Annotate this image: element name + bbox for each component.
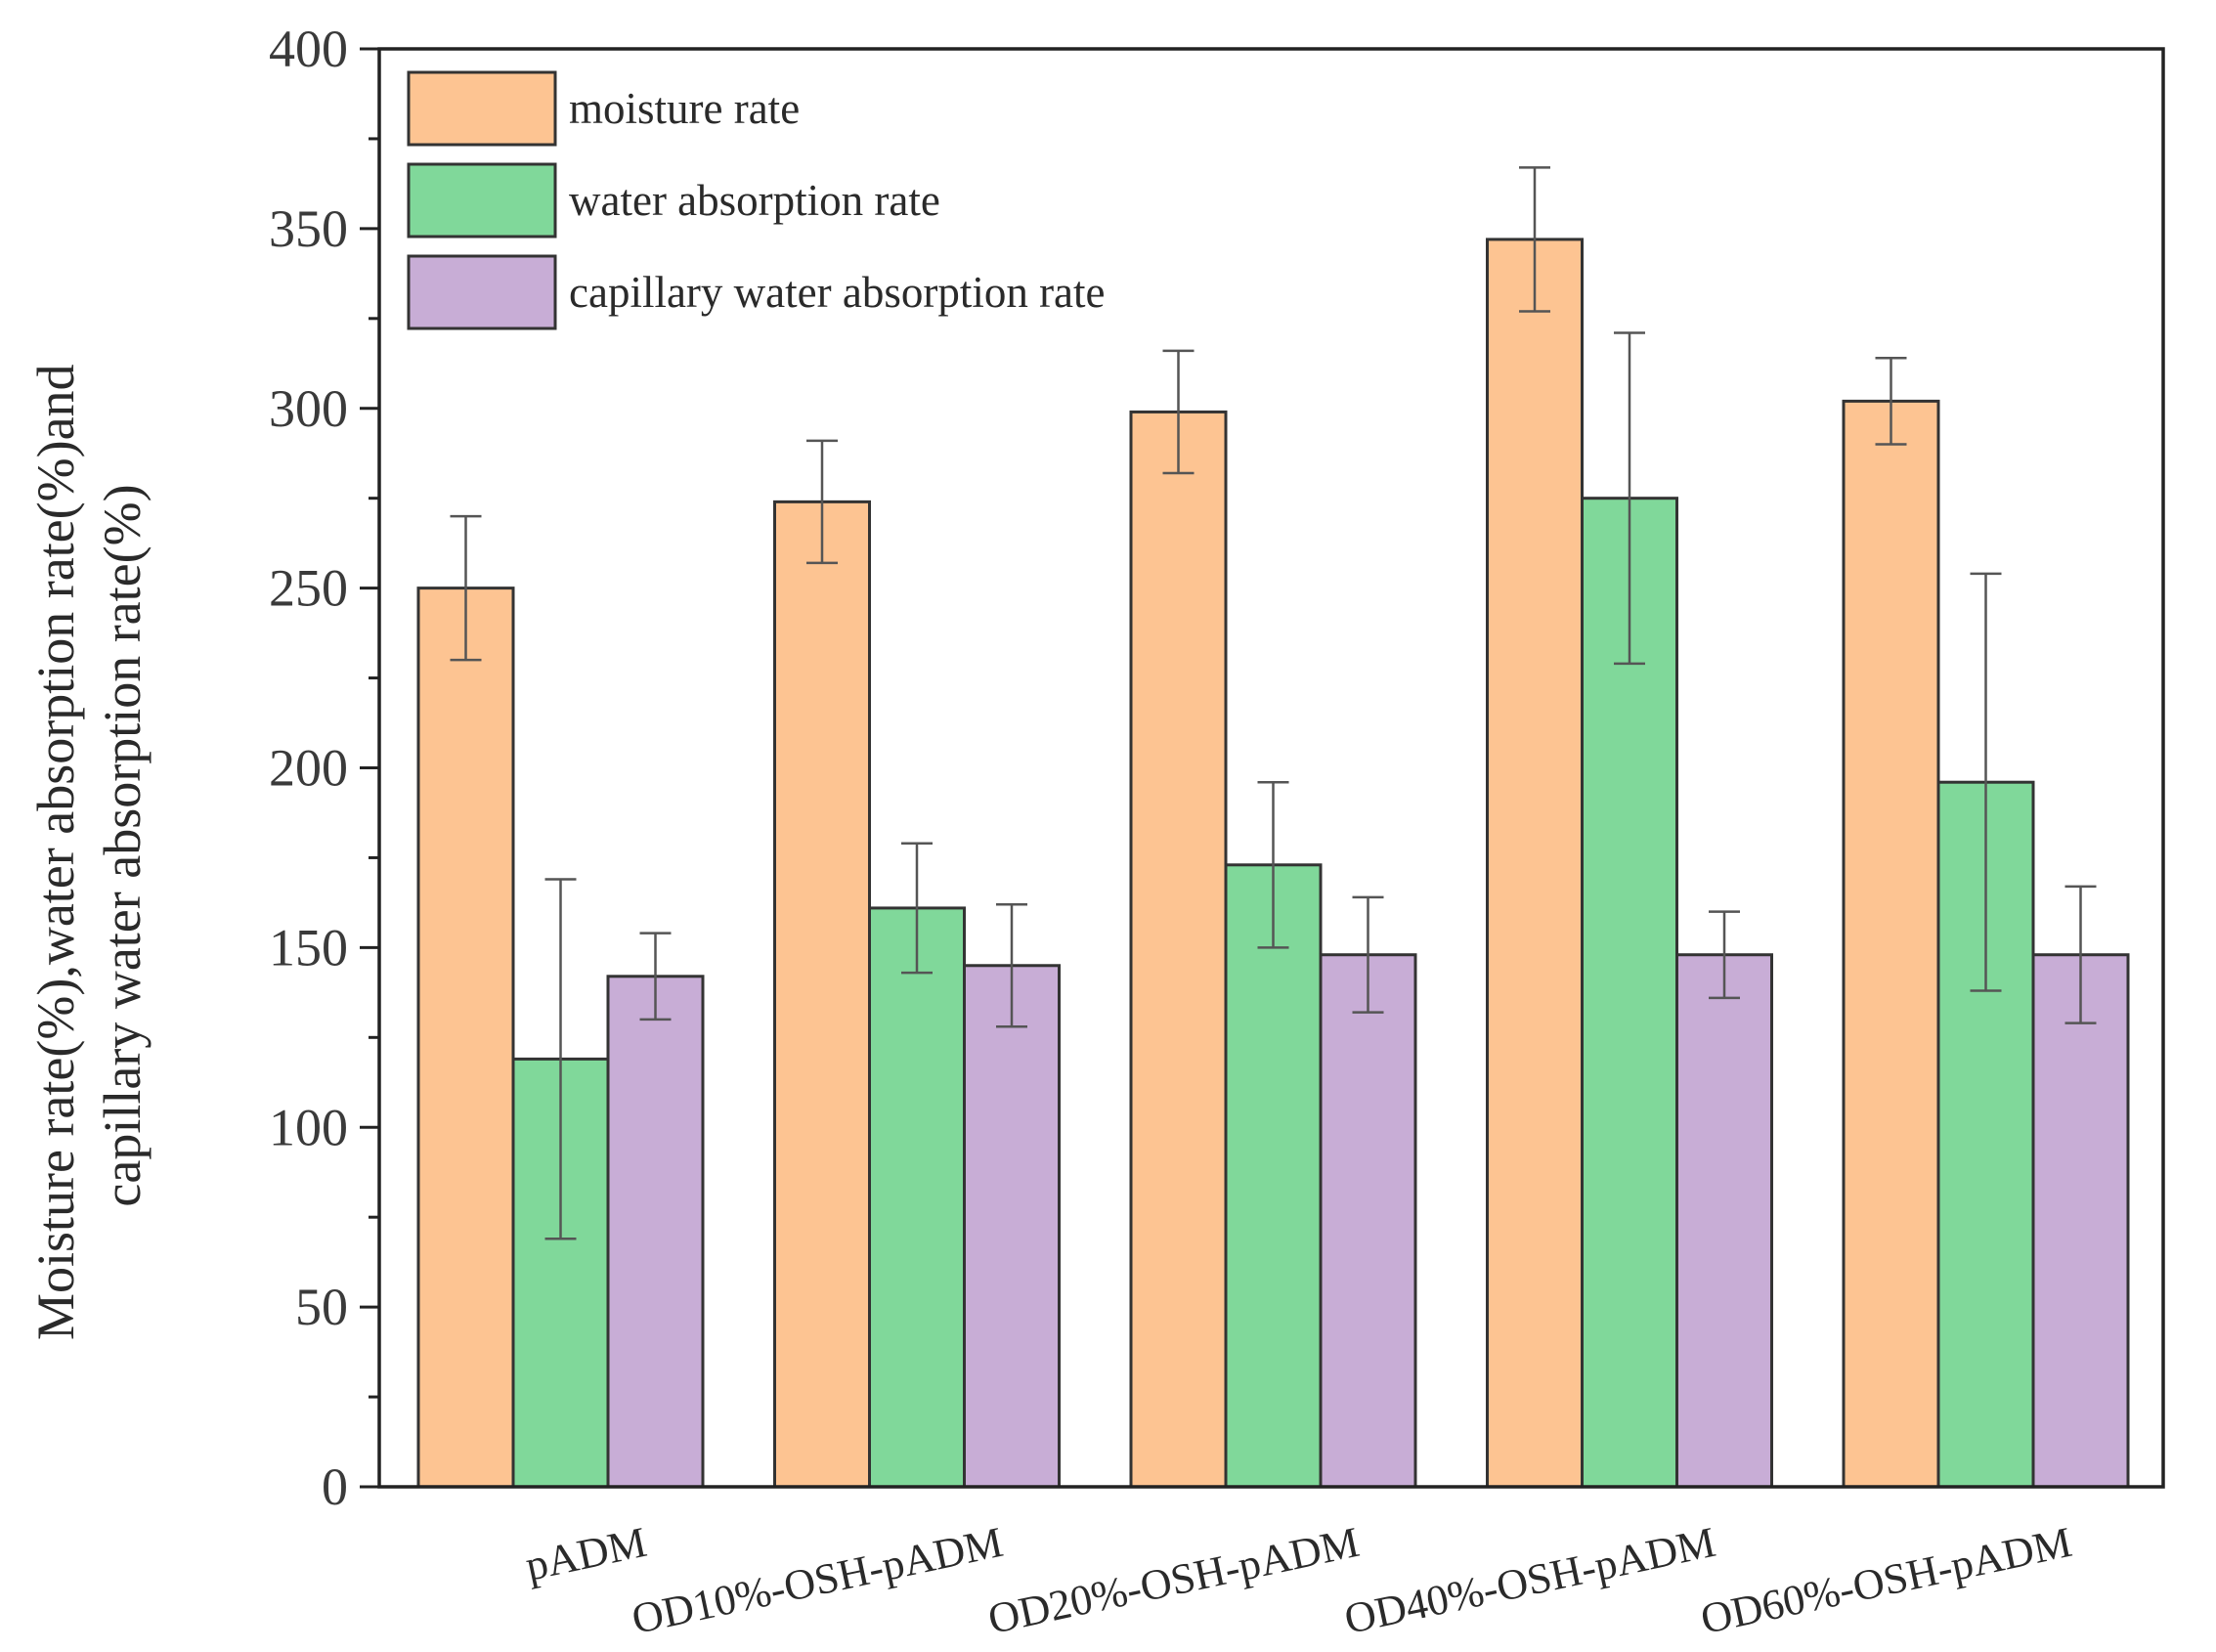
x-category-label-1: pADM [521, 1518, 650, 1590]
bar-1-2 [773, 500, 871, 1489]
x-category-label-4: OD40%-OSH-pADM [1340, 1518, 1719, 1643]
bar-3-2 [963, 964, 1061, 1489]
y-tick-label-150: 150 [269, 918, 348, 977]
legend: moisture rate water absorption rate capill… [407, 70, 1106, 330]
bar-2-3 [1224, 863, 1323, 1489]
bar-2-2 [868, 906, 966, 1489]
y-tick-label-300: 300 [269, 379, 348, 438]
x-category-labels: pADMOD10%-OSH-pADMOD20%-OSH-pADMOD40%-OS… [521, 1518, 2075, 1643]
y-axis-title-line-2: capillary water absorption rate(%) [93, 484, 152, 1206]
bar-1-4 [1486, 238, 1584, 1489]
y-tick-labels: 0 50 100 150 200 250 300 350 400 [269, 20, 348, 1516]
bar-1-5 [1842, 399, 1940, 1489]
bar-3-4 [1675, 953, 1773, 1489]
x-category-label-3: OD20%-OSH-pADM [984, 1518, 1364, 1643]
legend-swatch-3 [407, 254, 557, 330]
legend-label-1: moisture rate [569, 84, 800, 133]
y-tick-label-400: 400 [269, 20, 348, 78]
bar-3-3 [1319, 953, 1417, 1489]
y-tick-label-350: 350 [269, 199, 348, 258]
error-bars-layer [450, 166, 2097, 1240]
legend-swatch-2 [407, 162, 557, 239]
axes-layer [360, 47, 2165, 1489]
bar-1-3 [1129, 410, 1228, 1489]
legend-label-3: capillary water absorption rate [569, 268, 1106, 317]
bar-1-1 [416, 587, 515, 1489]
y-axis-title: Moisture rate(%),water absorption rate(%… [26, 351, 152, 1340]
y-tick-label-100: 100 [269, 1098, 348, 1156]
bar-3-5 [2031, 953, 2130, 1489]
y-axis-title-text: Moisture rate(%),water absorption rate(%… [26, 351, 152, 1340]
bar-3-1 [606, 975, 705, 1489]
y-tick-label-200: 200 [269, 739, 348, 798]
y-tick-label-0: 0 [322, 1457, 348, 1516]
legend-label-2: water absorption rate [569, 176, 940, 225]
y-tick-label-250: 250 [269, 559, 348, 618]
y-tick-label-50: 50 [295, 1278, 348, 1336]
x-category-label-2: OD10%-OSH-pADM [628, 1518, 1007, 1643]
legend-swatch-1 [407, 70, 557, 147]
y-axis-title-line-1: Moisture rate(%),water absorption rate(%… [26, 364, 85, 1340]
x-category-label-5: OD60%-OSH-pADM [1697, 1518, 2076, 1643]
